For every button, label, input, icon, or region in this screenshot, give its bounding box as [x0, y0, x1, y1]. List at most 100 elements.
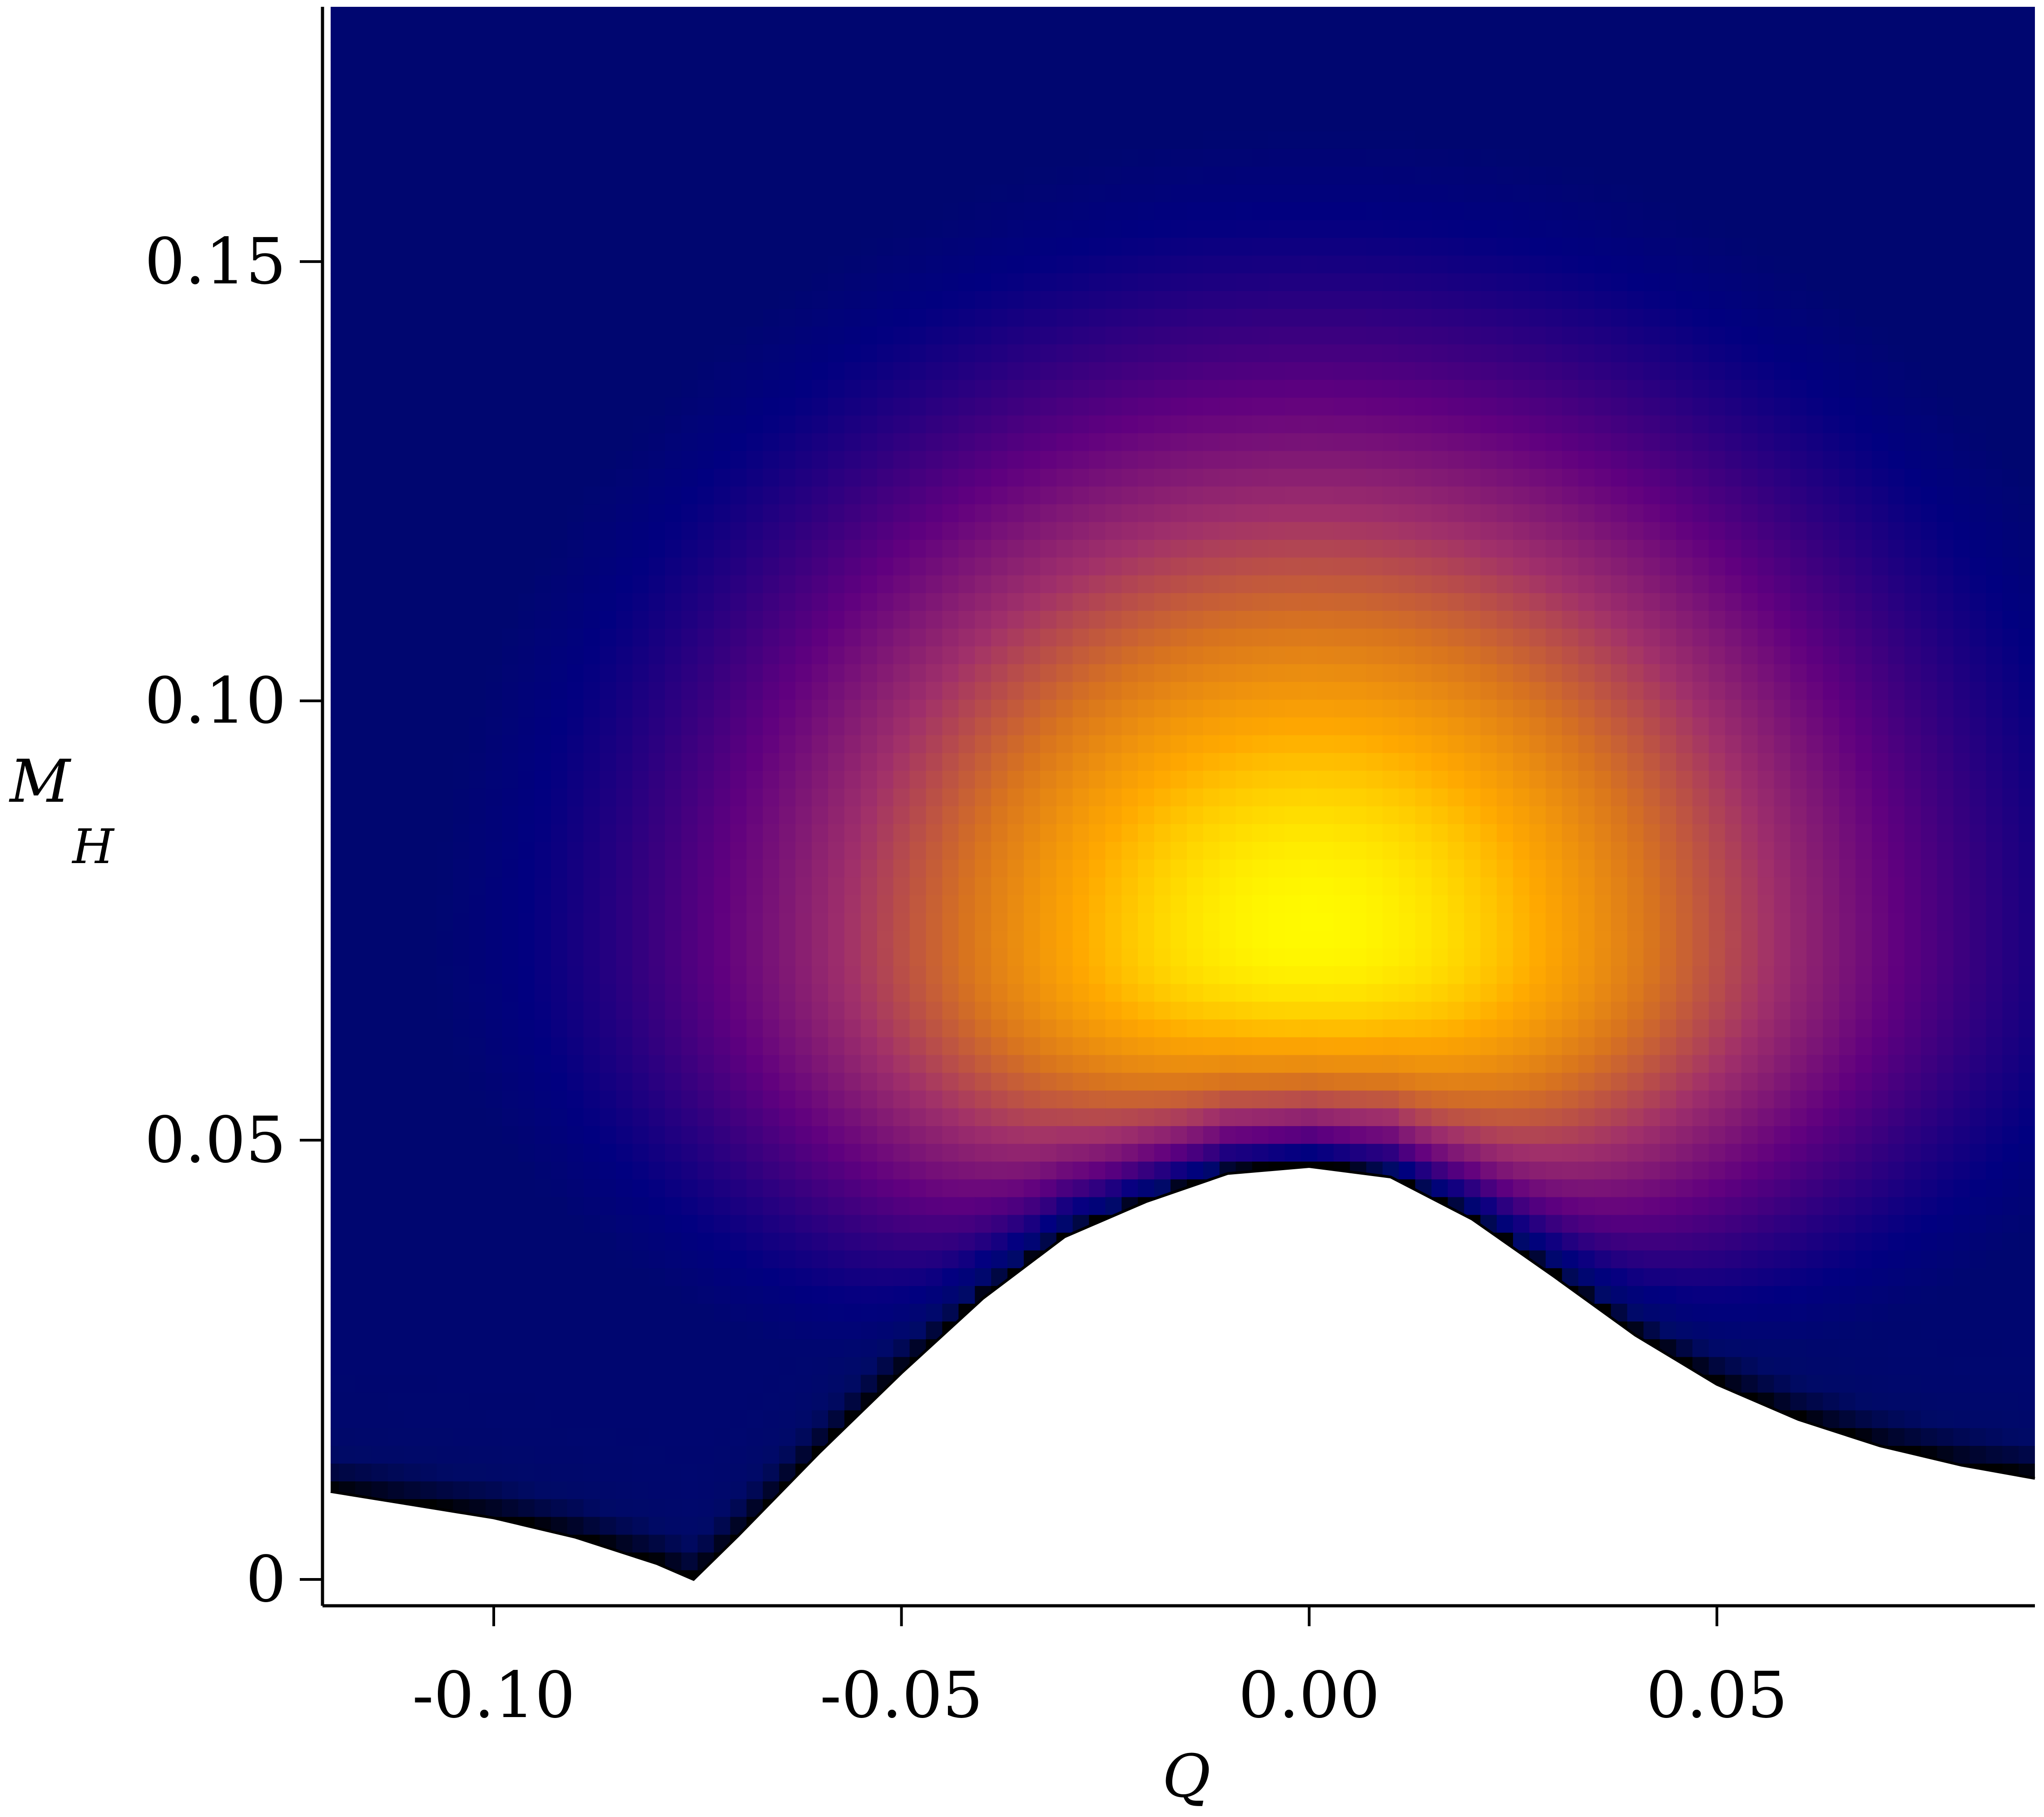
- heatmap-cell: [1627, 451, 1644, 469]
- heatmap-cell: [1953, 540, 1970, 558]
- heatmap-cell: [1643, 149, 1661, 167]
- heatmap-cell: [1855, 611, 1872, 629]
- heatmap-cell: [1643, 451, 1661, 469]
- heatmap-cell: [518, 78, 535, 96]
- heatmap-cell: [828, 167, 845, 185]
- heatmap-cell: [567, 468, 584, 487]
- heatmap-cell: [1350, 25, 1367, 43]
- heatmap-cell: [893, 735, 910, 754]
- heatmap-cell: [1790, 7, 1807, 25]
- heatmap-cell: [1545, 593, 1563, 611]
- heatmap-cell: [1072, 575, 1090, 594]
- heatmap-cell: [1431, 380, 1449, 398]
- heatmap-cell: [1529, 25, 1546, 43]
- heatmap-cell: [860, 415, 878, 434]
- heatmap-cell: [991, 468, 1008, 487]
- heatmap-cell: [1480, 415, 1498, 434]
- heatmap-cell: [1937, 611, 1954, 629]
- heatmap-cell: [1056, 788, 1073, 807]
- heatmap-cell: [1138, 753, 1155, 771]
- heatmap-cell: [1562, 380, 1579, 398]
- heatmap-cell: [1366, 788, 1383, 807]
- heatmap-cell: [828, 220, 845, 238]
- heatmap-cell: [1171, 291, 1187, 309]
- heatmap-cell: [632, 682, 650, 700]
- heatmap-cell: [330, 575, 339, 594]
- heatmap-cell: [1219, 220, 1236, 238]
- heatmap-cell: [1545, 717, 1563, 736]
- heatmap-cell: [1072, 42, 1090, 61]
- heatmap-cell: [812, 664, 829, 683]
- heatmap-cell: [1382, 682, 1399, 700]
- heatmap-cell: [1154, 255, 1171, 274]
- heatmap-cell: [1350, 95, 1367, 114]
- heatmap-cell: [730, 78, 747, 96]
- heatmap-cell: [1676, 42, 1693, 61]
- heatmap-cell: [420, 167, 437, 185]
- heatmap-cell: [1121, 308, 1139, 327]
- heatmap-cell: [1252, 60, 1269, 79]
- heatmap-cell: [909, 806, 927, 825]
- heatmap-cell: [1888, 788, 1905, 807]
- heatmap-cell: [730, 753, 747, 771]
- heatmap-cell: [1611, 60, 1628, 79]
- heatmap-cell: [2019, 42, 2035, 61]
- heatmap-cell: [795, 717, 813, 736]
- heatmap-cell: [1774, 824, 1791, 843]
- heatmap-cell: [1529, 113, 1546, 132]
- heatmap-cell: [1578, 220, 1595, 238]
- heatmap-cell: [551, 522, 568, 541]
- heatmap-cell: [877, 664, 894, 683]
- heatmap-cell: [453, 273, 470, 292]
- heatmap-cell: [1366, 167, 1383, 185]
- heatmap-cell: [1007, 273, 1024, 292]
- heatmap-cell: [551, 842, 568, 860]
- heatmap-cell: [1497, 95, 1513, 114]
- heatmap-cell: [1072, 664, 1090, 683]
- heatmap-cell: [779, 113, 796, 132]
- heatmap-cell: [2019, 202, 2035, 221]
- heatmap-cell: [779, 238, 796, 256]
- heatmap-cell: [1741, 131, 1758, 149]
- heatmap-cell: [1056, 504, 1073, 523]
- heatmap-cell: [812, 202, 829, 221]
- heatmap-cell: [600, 842, 617, 860]
- heatmap-cell: [420, 806, 437, 825]
- heatmap-cell: [1040, 184, 1057, 203]
- heatmap-cell: [1578, 468, 1595, 487]
- heatmap-cell: [1317, 700, 1335, 718]
- heatmap-cell: [1317, 344, 1335, 363]
- heatmap-cell: [1301, 380, 1318, 398]
- heatmap-cell: [404, 78, 421, 96]
- heatmap-cell: [1317, 628, 1335, 647]
- heatmap-cell: [828, 664, 845, 683]
- heatmap-cell: [1154, 664, 1171, 683]
- heatmap-cell: [1774, 468, 1791, 487]
- heatmap-cell: [1774, 646, 1791, 665]
- heatmap-cell: [1350, 344, 1367, 363]
- heatmap-cell: [746, 308, 764, 327]
- heatmap-cell: [812, 593, 829, 611]
- heatmap-cell: [812, 308, 829, 327]
- heatmap-cell: [1872, 557, 1889, 576]
- heatmap-cell: [1741, 291, 1758, 309]
- heatmap-cell: [1219, 682, 1236, 700]
- heatmap-cell: [681, 806, 698, 825]
- heatmap-cell: [1497, 575, 1513, 594]
- heatmap-cell: [1480, 327, 1498, 345]
- heatmap-cell: [1970, 220, 1987, 238]
- heatmap-cell: [1023, 504, 1041, 523]
- heatmap-cell: [1415, 113, 1432, 132]
- heatmap-cell: [1725, 628, 1742, 647]
- heatmap-cell: [1839, 735, 1856, 754]
- heatmap-cell: [779, 25, 796, 43]
- heatmap-cell: [1611, 397, 1628, 416]
- heatmap-cell: [583, 95, 600, 114]
- heatmap-cell: [551, 487, 568, 505]
- heatmap-cell: [502, 735, 519, 754]
- heatmap-cell: [567, 806, 584, 825]
- heatmap-cell: [583, 7, 600, 25]
- heatmap-cell: [1904, 700, 1921, 718]
- heatmap-cell: [1382, 415, 1399, 434]
- heatmap-cell: [730, 468, 747, 487]
